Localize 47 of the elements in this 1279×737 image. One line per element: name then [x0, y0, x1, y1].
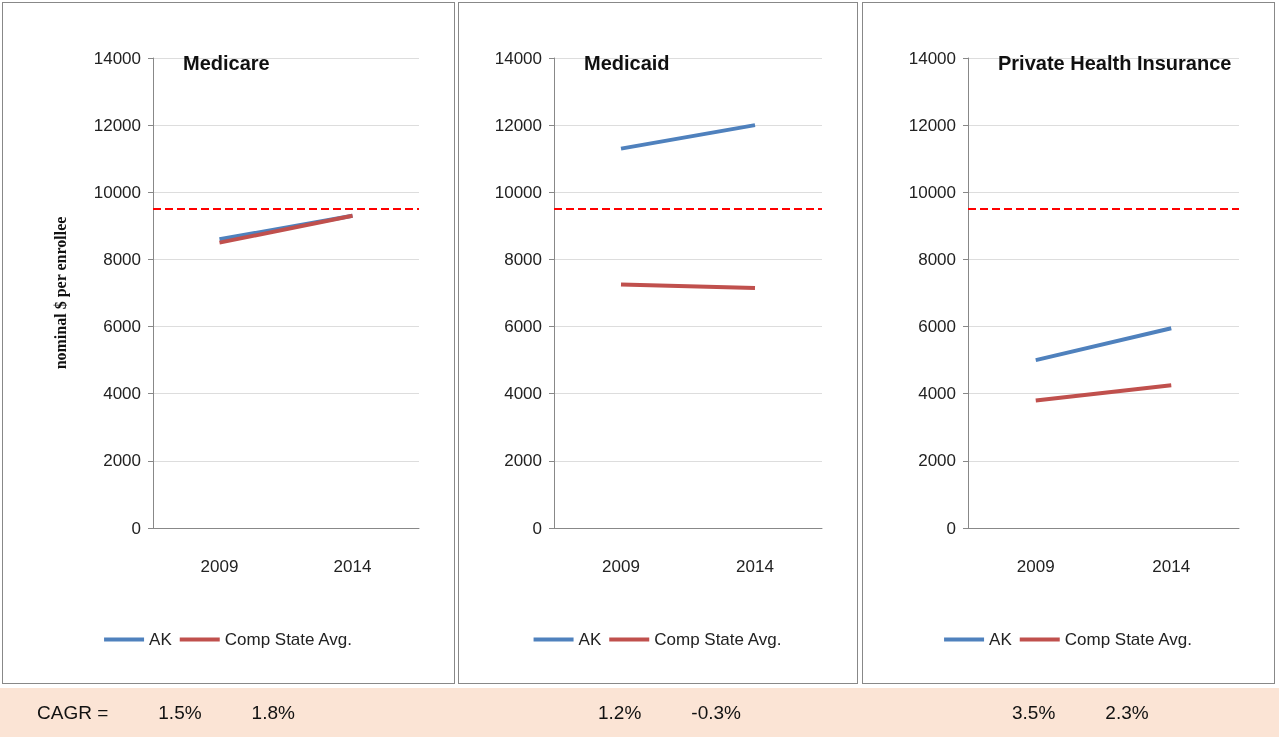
y-tick-label: 12000 [494, 115, 542, 135]
y-tick-label: 0 [131, 518, 141, 538]
y-tick-label: 4000 [103, 384, 141, 404]
y-tick-label: 0 [532, 518, 542, 538]
x-tick-label: 2014 [736, 557, 774, 576]
text: 2.3% [1105, 701, 1149, 724]
y-tick-label: 8000 [918, 249, 956, 269]
y-tick-label: 6000 [504, 317, 542, 337]
legend-label: Comp State Avg. [654, 630, 782, 649]
y-tick-label: 4000 [918, 384, 956, 404]
y-axis-title: nominal $ per enrollee [51, 216, 70, 370]
y-tick-label: 12000 [93, 115, 141, 135]
chart-title: Medicaid [584, 52, 670, 74]
y-tick-label: 14000 [93, 48, 141, 68]
text: CAGR = [37, 701, 109, 724]
legend-label: Comp State Avg. [224, 630, 353, 649]
y-tick-label: 6000 [103, 317, 141, 337]
x-tick-label: 2014 [1152, 557, 1191, 576]
legend-label: AK [149, 630, 173, 649]
y-tick-label: 2000 [103, 451, 141, 471]
legend-label: AK [578, 630, 602, 649]
y-tick-label: 8000 [504, 249, 542, 269]
chart-title: Private Health Insurance [998, 52, 1232, 74]
y-tick-label: 14000 [908, 48, 956, 68]
legend-label: Comp State Avg. [1064, 630, 1193, 649]
y-tick-label: 4000 [504, 384, 542, 404]
chart-title: Medicare [183, 52, 270, 74]
y-tick-label: 0 [946, 518, 956, 538]
text: -0.3% [691, 701, 741, 724]
text: 1.5% [158, 701, 202, 724]
y-tick-label: 2000 [504, 451, 542, 471]
x-tick-label: 2009 [602, 557, 640, 576]
y-tick-label: 10000 [908, 182, 956, 202]
y-tick-label: 2000 [918, 451, 956, 471]
y-tick-label: 14000 [494, 48, 542, 68]
x-tick-label: 2009 [200, 557, 239, 576]
y-tick-label: 10000 [494, 182, 542, 202]
x-tick-label: 2014 [333, 557, 372, 576]
text: 1.8% [251, 701, 295, 724]
y-tick-label: 12000 [908, 115, 956, 135]
y-tick-label: 6000 [918, 317, 956, 337]
text: 1.2% [598, 701, 642, 724]
y-tick-label: 8000 [103, 249, 141, 269]
x-tick-label: 2009 [1016, 557, 1055, 576]
text: 3.5% [1012, 701, 1056, 724]
legend-label: AK [989, 630, 1013, 649]
y-tick-label: 10000 [93, 182, 141, 202]
